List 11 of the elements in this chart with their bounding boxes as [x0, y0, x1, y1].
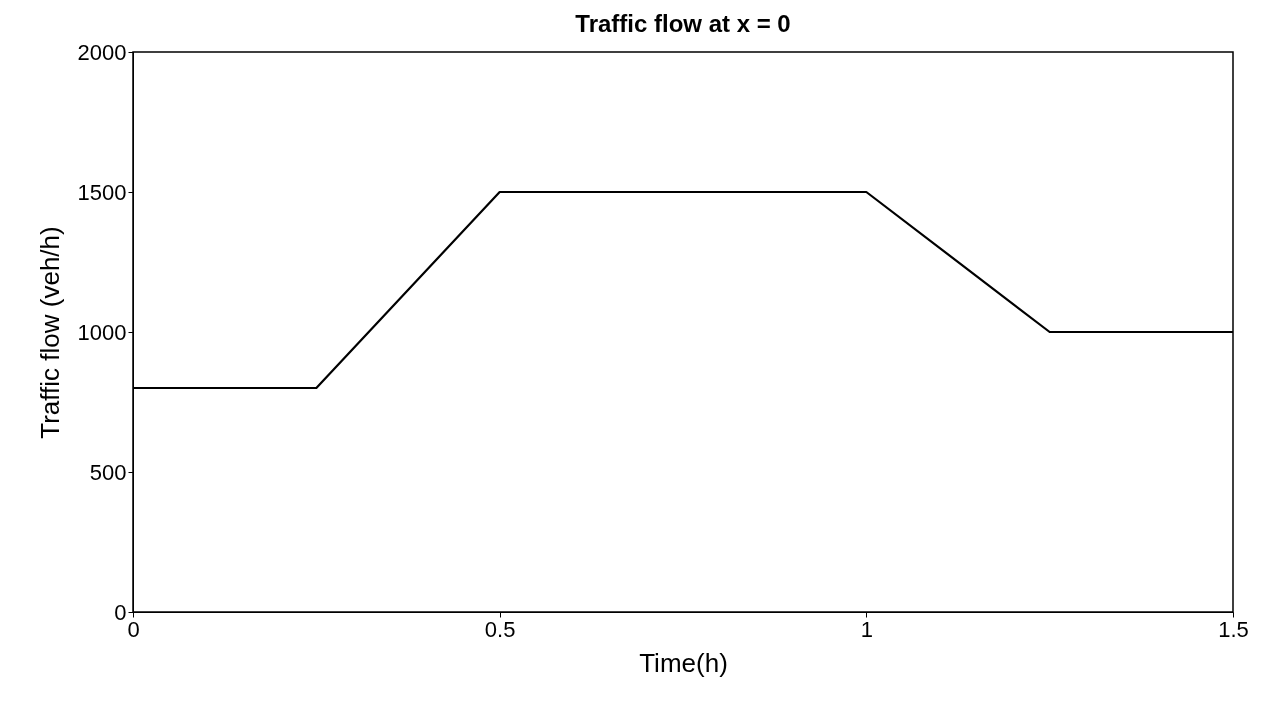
y-tick-label: 1500 — [77, 179, 127, 205]
chart-title: Traffic flow at x = 0 — [575, 10, 791, 37]
x-tick-label: 0.5 — [484, 616, 516, 642]
x-axis-title: Time(h) — [639, 647, 728, 678]
x-tick-label: 1 — [860, 616, 873, 642]
y-tick-label: 1000 — [77, 319, 127, 345]
y-tick-label: 0 — [114, 599, 127, 625]
y-axis-title: Traffic flow (veh/h) — [34, 226, 65, 439]
y-tick-label: 2000 — [77, 39, 127, 65]
x-tick-label: 1.5 — [1218, 616, 1249, 642]
y-tick-label: 500 — [89, 459, 127, 485]
